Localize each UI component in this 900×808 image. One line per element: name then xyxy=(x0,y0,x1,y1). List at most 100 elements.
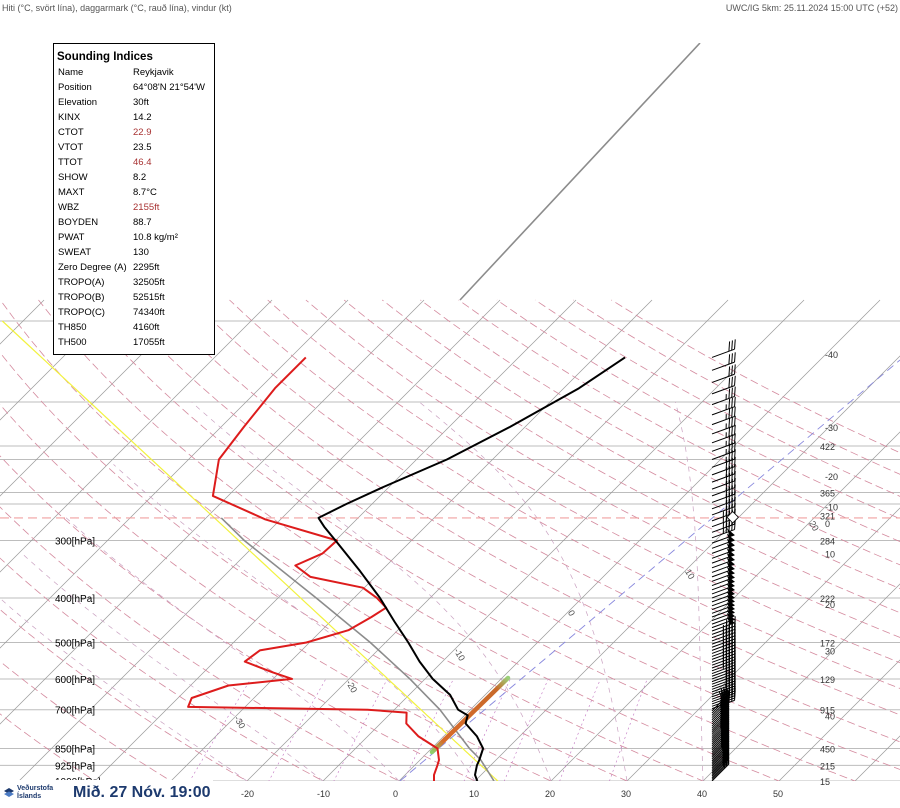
index-name: TROPO(B) xyxy=(58,292,105,303)
height-label: 321 xyxy=(820,512,835,522)
index-value: 130 xyxy=(133,247,149,258)
wind-barb xyxy=(711,375,736,395)
index-value: 4160ft xyxy=(133,322,160,333)
mixing-ratio-line xyxy=(268,678,327,781)
right-temp-label: -30 xyxy=(825,423,838,433)
index-value: 46.4 xyxy=(133,157,152,168)
pressure-label: 400[hPa] xyxy=(55,594,95,605)
index-value: 32505ft xyxy=(133,277,165,288)
wind-barb xyxy=(711,386,736,406)
wind-barb xyxy=(711,396,736,416)
index-row: TROPO(C) 74340ft xyxy=(54,305,214,320)
temperature-tick: -10 xyxy=(317,789,330,799)
vedurstofa-logo: Veðurstofa Íslands xyxy=(3,782,65,806)
index-row: TROPO(A) 32505ft xyxy=(54,275,214,290)
panel-title: Sounding Indices xyxy=(57,51,153,63)
wind-barb xyxy=(711,406,736,426)
chart-header: Hiti (°C, svört lína), daggarmark (°C, r… xyxy=(0,0,900,16)
height-label: 172 xyxy=(820,639,835,649)
dry-adiabat xyxy=(152,299,900,743)
index-value: 17055ft xyxy=(133,337,165,348)
mixing-ratio-line xyxy=(189,678,252,781)
logo-line2: Íslands xyxy=(17,793,42,800)
index-row: TH500 17055ft xyxy=(54,335,214,350)
height-label: 222 xyxy=(820,594,835,604)
isotherm xyxy=(18,299,501,781)
sounding-indices-panel: Sounding Indices Name Reykjavik Position 64… xyxy=(53,43,215,355)
isotherm-label: 10 xyxy=(683,567,697,581)
wind-barb xyxy=(711,477,736,497)
index-name: TROPO(A) xyxy=(58,277,105,288)
dry-adiabat xyxy=(0,506,400,781)
wind-barb xyxy=(711,456,736,476)
index-value: 52515ft xyxy=(133,292,165,303)
right-temp-label: -10 xyxy=(825,502,838,512)
isotherm xyxy=(0,299,197,497)
index-name: TH500 xyxy=(58,337,87,348)
pressure-label: 600[hPa] xyxy=(55,675,95,686)
temperature-tick: 30 xyxy=(621,789,631,799)
index-name: WBZ xyxy=(58,202,80,213)
index-value: Reykjavik xyxy=(133,67,174,78)
right-temp-label: 30 xyxy=(825,646,835,656)
dry-adiabat xyxy=(0,608,248,781)
index-row: Zero Degree (A) 2295ft xyxy=(54,260,214,275)
index-row: MAXT 8.7°C xyxy=(54,185,214,200)
moist-adiabat xyxy=(191,401,552,781)
moist-adiabat xyxy=(0,597,248,781)
temperature-tick: 10 xyxy=(469,789,479,799)
mixing-ratio-line xyxy=(463,678,511,781)
index-row: BOYDEN 88.7 xyxy=(54,215,214,230)
dry-adiabat xyxy=(114,299,900,770)
isotherm xyxy=(0,299,425,725)
index-value: 14.2 xyxy=(133,112,152,123)
height-label: 129 xyxy=(820,675,835,685)
chart-lines xyxy=(0,43,900,781)
parcel-upper xyxy=(459,43,701,301)
wind-barb xyxy=(711,364,736,383)
index-name: TTOT xyxy=(58,157,83,168)
wind-barb xyxy=(711,352,736,371)
logo-line1: Veðurstofa xyxy=(17,785,54,792)
index-name: CTOT xyxy=(58,127,84,138)
dry-adiabat xyxy=(76,299,857,781)
isotherm-label: 20 xyxy=(807,519,821,533)
isotherm xyxy=(702,583,900,781)
index-row: SWEAT 130 xyxy=(54,245,214,260)
index-name: Position xyxy=(58,82,92,93)
tropopause-marker xyxy=(726,511,739,524)
right-temp-label: 10 xyxy=(825,549,835,559)
index-row: Name Reykjavik xyxy=(54,65,214,80)
temperature-tick: 50 xyxy=(773,789,783,799)
height-label: 450 xyxy=(820,745,835,755)
index-name: TH850 xyxy=(58,322,87,333)
index-name: TROPO(C) xyxy=(58,307,105,318)
index-row: TTOT 46.4 xyxy=(54,155,214,170)
index-value: 2295ft xyxy=(133,262,160,273)
index-name: PWAT xyxy=(58,232,85,243)
pressure-label: 500[hPa] xyxy=(55,639,95,650)
dry-adiabat xyxy=(305,299,900,638)
height-label: 15 xyxy=(820,777,830,787)
wind-barb xyxy=(711,449,736,468)
dry-adiabat xyxy=(343,299,900,614)
moist-adiabat xyxy=(674,401,704,781)
chart-grid xyxy=(0,299,900,781)
index-value: 88.7 xyxy=(133,217,152,228)
index-name: SWEAT xyxy=(58,247,92,258)
isotherm xyxy=(322,299,805,781)
dry-adiabat xyxy=(267,299,900,664)
mixing-ratio-line xyxy=(503,678,549,781)
temperature-curve xyxy=(317,356,626,781)
pressure-label: 925[hPa] xyxy=(55,761,95,772)
index-row: SHOW 8.2 xyxy=(54,170,214,185)
index-row: PWAT 10.8 kg/m² xyxy=(54,230,214,245)
parcel-curve xyxy=(220,517,495,781)
height-label: 215 xyxy=(820,761,835,771)
dry-adiabat xyxy=(0,455,476,781)
footer: Veðurstofa Íslands Mið. 27 Nóv. 19:00 xyxy=(0,780,213,808)
height-label: 422 xyxy=(820,442,835,452)
wind-barb xyxy=(711,415,736,435)
index-value: 10.8 kg/m² xyxy=(133,232,178,243)
